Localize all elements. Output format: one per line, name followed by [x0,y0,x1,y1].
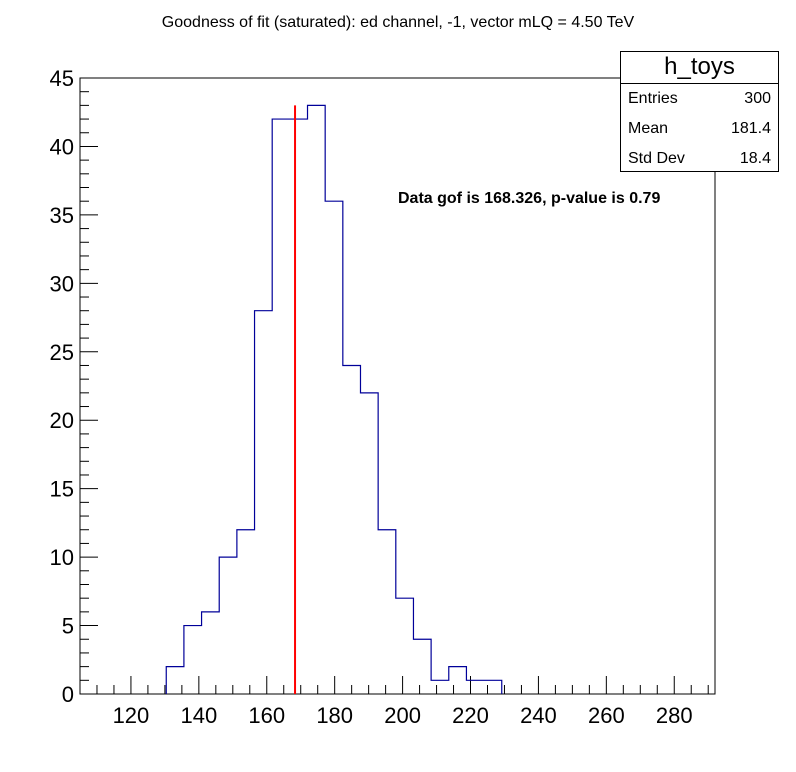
stats-box-title: h_toys [621,52,778,84]
mean-value: 181.4 [730,120,771,137]
entries-label: Entries [628,90,678,107]
histogram-series [165,104,503,694]
x-tick-label: 200 [384,703,421,728]
axis-tick-labels: 120 140 160 180 200 220 240 260 280 0 5 10 15 20 25 30 3… [50,66,693,728]
stddev-value: 18.4 [739,150,771,167]
y-tick-label: 40 [50,134,74,159]
y-tick-label: 25 [50,340,74,365]
y-tick-label: 35 [50,203,74,228]
gof-annotation: Data gof is 168.326, p-value is 0.79 [398,190,661,207]
axis-ticks [79,77,709,695]
x-tick-label: 120 [113,703,150,728]
stats-row-entries: Entries 300 [621,84,778,114]
mean-label: Mean [628,120,669,137]
x-tick-label: 140 [180,703,217,728]
x-tick-label: 240 [520,703,557,728]
y-tick-label: 45 [50,66,74,91]
stats-row-mean: Mean 181.4 [621,114,778,144]
x-tick-label: 180 [316,703,353,728]
x-tick-label: 280 [656,703,693,728]
x-tick-label: 160 [248,703,285,728]
y-tick-label: 30 [50,271,74,296]
stats-row-stddev: Std Dev 18.4 [621,144,778,174]
y-tick-label: 0 [62,682,74,707]
y-tick-label: 10 [50,545,74,570]
entries-value: 300 [744,90,771,107]
x-tick-label: 260 [588,703,625,728]
plot-frame [79,77,716,695]
chart-title: Goodness of fit (saturated): ed channel,… [161,14,635,31]
stats-box: h_toys Entries 300 Mean 181.4 Std Dev 18… [620,51,779,172]
y-tick-label: 20 [50,408,74,433]
y-tick-label: 5 [62,614,74,639]
y-tick-label: 15 [50,477,74,502]
stddev-label: Std Dev [628,150,685,167]
x-tick-label: 220 [452,703,489,728]
